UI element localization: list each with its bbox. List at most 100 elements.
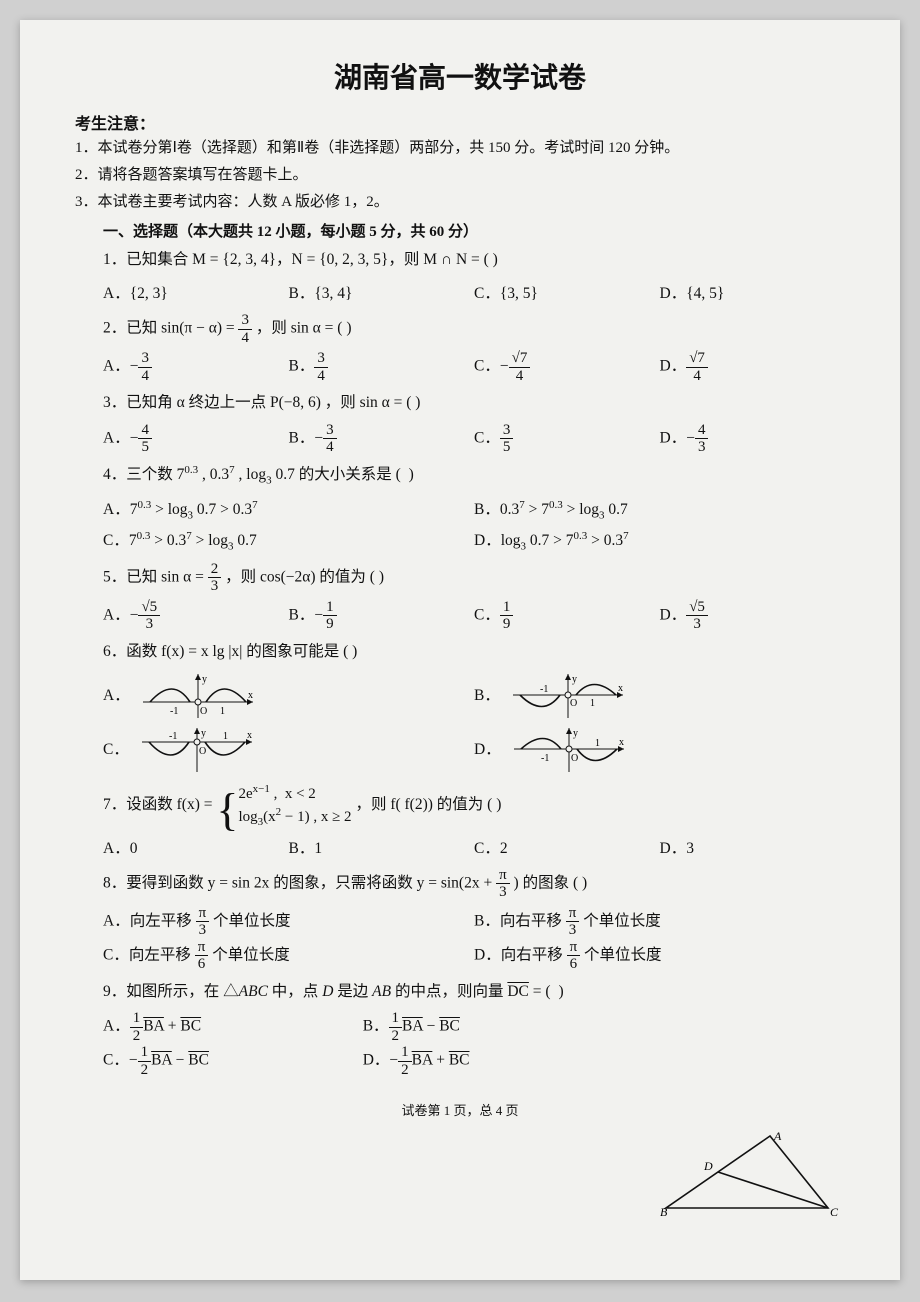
q1-opt-b-text: {3, 4} [314,285,352,302]
q9-stem: 9．如图所示，在 △ABC 中，点 D 是边 AB 的中点，则向量 DC = (… [103,977,845,1006]
q3-options: A．−45 B．−34 C．35 D．−43 [103,422,845,456]
q2-opt-c: C．−√74 [474,350,660,384]
q8-stem-pre: 8．要得到函数 y = sin 2x 的图象，只需将函数 y = sin(2x … [103,875,496,892]
svg-text:1: 1 [220,706,225,717]
q1-opt-a-text: {2, 3} [130,285,168,302]
q7-opt-a: A．0 [103,834,289,863]
q8-stem-post: ) 的图象 ( ) [514,875,588,892]
q7-opt-d: D．3 [660,834,846,863]
q6-opt-d: D． -11 Oxy [474,724,845,774]
svg-text:O: O [199,746,206,757]
svg-text:O: O [570,698,577,709]
q1-stem: 1．已知集合 M = {2, 3, 4}，N = {0, 2, 3, 5}，则 … [103,245,845,274]
notice-header: 考生注意： [75,110,845,134]
q2-opt-b: B．34 [289,350,475,384]
q6-graph-b: -1 1 Ox y [508,670,628,720]
q7-stem-post: ，则 f( f(2)) 的值为 ( ) [355,797,501,814]
svg-text:O: O [571,753,578,764]
svg-text:y: y [572,674,577,685]
q5-opt-b: B．−19 [289,599,475,633]
q4-options: A．70.3 > log3 0.7 > 0.37 B．0.37 > 70.3 >… [103,495,845,557]
exam-sheet: 湖南省高一数学试卷 考生注意： 1．本试卷分第Ⅰ卷（选择题）和第Ⅱ卷（非选择题）… [20,20,900,1280]
svg-text:-1: -1 [169,731,177,742]
q4-opt-b: B．0.37 > 70.3 > log3 0.7 [474,495,845,526]
section-1-header: 一、选择题（本大题共 12 小题，每小题 5 分，共 60 分） [103,220,845,241]
q9-options: A．12BA + BC B．12BA − BC C．−12BA − BC D．−… [103,1010,622,1078]
q7-opt-c: C．2 [474,834,660,863]
q6-opt-c: C． -11 Oxy [103,724,474,774]
q6-stem: 6．函数 f(x) = x lg |x| 的图象可能是 ( ) [103,637,845,666]
q9-opt-c: C．−12BA − BC [103,1044,363,1078]
q2-stem-pre: 2．已知 sin(π − α) = [103,320,238,337]
q7-piecewise: { 2ex−1 , x < 2 log3(x2 − 1) , x ≥ 2 [216,782,351,829]
q3-opt-d: D．−43 [660,422,846,456]
q9-opt-b: B．12BA − BC [363,1010,623,1044]
svg-text:-1: -1 [540,684,548,695]
q4-stem: 4．三个数 70.3 , 0.37 , log3 0.7 的大小关系是 ( ) [103,460,845,491]
notice-2: 2．请将各题答案填写在答题卡上。 [75,163,845,188]
q6-graph-d: -11 Oxy [509,724,629,774]
q6-graph-a: -11 Oxy [138,670,258,720]
svg-text:x: x [619,737,624,748]
q3-stem: 3．已知角 α 终边上一点 P(−8, 6) ，则 sin α = ( ) [103,388,845,417]
svg-text:x: x [247,730,252,741]
q8-opt-d: D．向右平移 π6 个单位长度 [474,939,845,973]
svg-text:O: O [200,706,207,717]
q6-opt-a: A． -11 Oxy [103,670,474,720]
q5-opt-d: D．√53 [660,599,846,633]
q8-opt-b: B．向右平移 π3 个单位长度 [474,905,845,939]
q2-opt-d: D．√74 [660,350,846,384]
page-title: 湖南省高一数学试卷 [75,56,845,96]
svg-text:y: y [201,728,206,739]
q1-opt-c-text: {3, 5} [500,285,538,302]
svg-text:B: B [660,1205,668,1219]
q8-opt-c: C．向左平移 π6 个单位长度 [103,939,474,973]
svg-text:y: y [202,674,207,685]
q4-opt-a: A．70.3 > log3 0.7 > 0.37 [103,495,474,526]
q1-opt-a: A．{2, 3} [103,279,289,308]
svg-text:x: x [618,683,623,694]
svg-text:D: D [703,1159,713,1173]
q3-opt-a: A．−45 [103,422,289,456]
svg-text:1: 1 [590,698,595,709]
q5-stem-pre: 5．已知 sin α = [103,569,208,586]
q9-opt-a: A．12BA + BC [103,1010,363,1044]
svg-text:y: y [573,728,578,739]
q2-stem: 2．已知 sin(π − α) = 34 ，则 sin α = ( ) [103,312,845,346]
q1-opt-d-text: {4, 5} [686,285,724,302]
q7-opt-b: B．1 [289,834,475,863]
q5-options: A．−√53 B．−19 C．19 D．√53 [103,599,845,633]
notice-3: 3．本试卷主要考试内容：人数 A 版必修 1，2。 [75,190,845,215]
svg-text:1: 1 [223,731,228,742]
q2-stem-post: ，则 sin α = ( ) [256,320,352,337]
q6-options: A． -11 Oxy B． -11 [103,670,845,778]
q8-options: A．向左平移 π3 个单位长度 B．向右平移 π3 个单位长度 C．向左平移 π… [103,905,845,973]
q2-stem-frac: 34 [238,312,252,346]
page-footer: 试卷第 1 页，总 4 页 [75,1100,845,1119]
q7-stem: 7．设函数 f(x) = { 2ex−1 , x < 2 log3(x2 − 1… [103,782,845,829]
q7-stem-pre: 7．设函数 f(x) = [103,797,216,814]
svg-text:C: C [830,1205,839,1219]
q4-opt-d: D．log3 0.7 > 70.3 > 0.37 [474,526,845,557]
q9-opt-d: D．−12BA + BC [363,1044,623,1078]
q4-opt-c: C．70.3 > 0.37 > log3 0.7 [103,526,474,557]
svg-text:-1: -1 [170,706,178,717]
notice-1: 1．本试卷分第Ⅰ卷（选择题）和第Ⅱ卷（非选择题）两部分，共 150 分。考试时间… [75,136,845,161]
q6-opt-b: B． -11 Oxy [474,670,845,720]
q1-options: A．{2, 3} B．{3, 4} C．{3, 5} D．{4, 5} [103,279,845,308]
q2-opt-a: A．−34 [103,350,289,384]
q5-opt-c: C．19 [474,599,660,633]
q1-opt-d: D．{4, 5} [660,279,846,308]
svg-text:A: A [773,1130,782,1143]
q2-options: A．−34 B．34 C．−√74 D．√74 [103,350,845,384]
triangle-diagram: A B C D [660,1130,840,1220]
q6-graph-c: -1 1 Ox y [137,724,257,774]
q1-opt-b: B．{3, 4} [289,279,475,308]
svg-text:1: 1 [595,738,600,749]
q5-stem: 5．已知 sin α = 23 ，则 cos(−2α) 的值为 ( ) [103,561,845,595]
q9-figure: A B C D [660,1130,840,1220]
q8-opt-a: A．向左平移 π3 个单位长度 [103,905,474,939]
q3-opt-b: B．−34 [289,422,475,456]
q7-options: A．0 B．1 C．2 D．3 [103,834,845,863]
q1-opt-c: C．{3, 5} [474,279,660,308]
